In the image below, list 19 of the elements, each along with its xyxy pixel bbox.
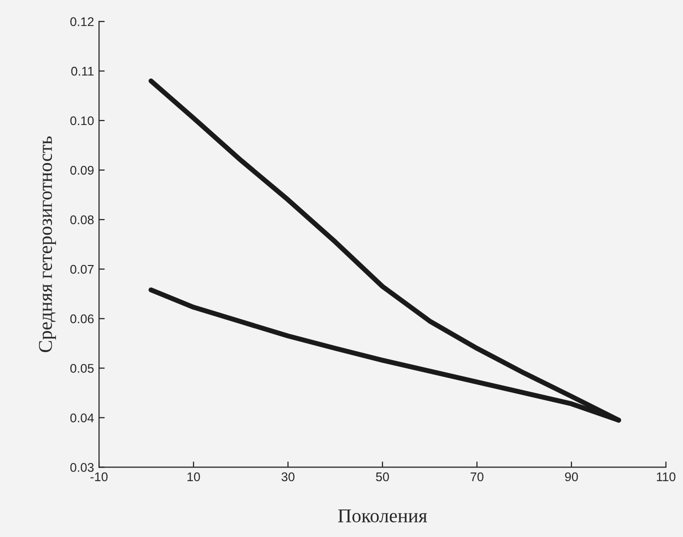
x-tick-label: 90	[565, 472, 578, 482]
y-tick-label: 0.08	[70, 215, 94, 224]
x-tick-label: 70	[470, 472, 484, 482]
y-tick-label: 0.11	[71, 66, 94, 76]
y-axis-title: Средняя гетерозиготность	[38, 136, 56, 352]
y-tick-label: 0.12	[70, 17, 94, 26]
x-tick-label: -10	[90, 472, 108, 482]
y-tick-label: 0.06	[70, 314, 94, 324]
y-tick-label: 0.05	[70, 364, 94, 373]
y-tick-label: 0.04	[70, 413, 94, 422]
y-tick-label: 0.07	[70, 264, 94, 274]
x-tick-label: 10	[188, 472, 200, 482]
y-tick-label: 0.09	[70, 166, 94, 175]
x-tick-label: 30	[282, 472, 294, 482]
y-tick-label: 0.03	[70, 462, 94, 472]
y-tick-label: 0.10	[70, 116, 94, 126]
x-axis-title: Поколения	[338, 509, 428, 522]
x-tick-label: 110	[656, 472, 676, 482]
x-tick-label: 50	[376, 472, 389, 482]
